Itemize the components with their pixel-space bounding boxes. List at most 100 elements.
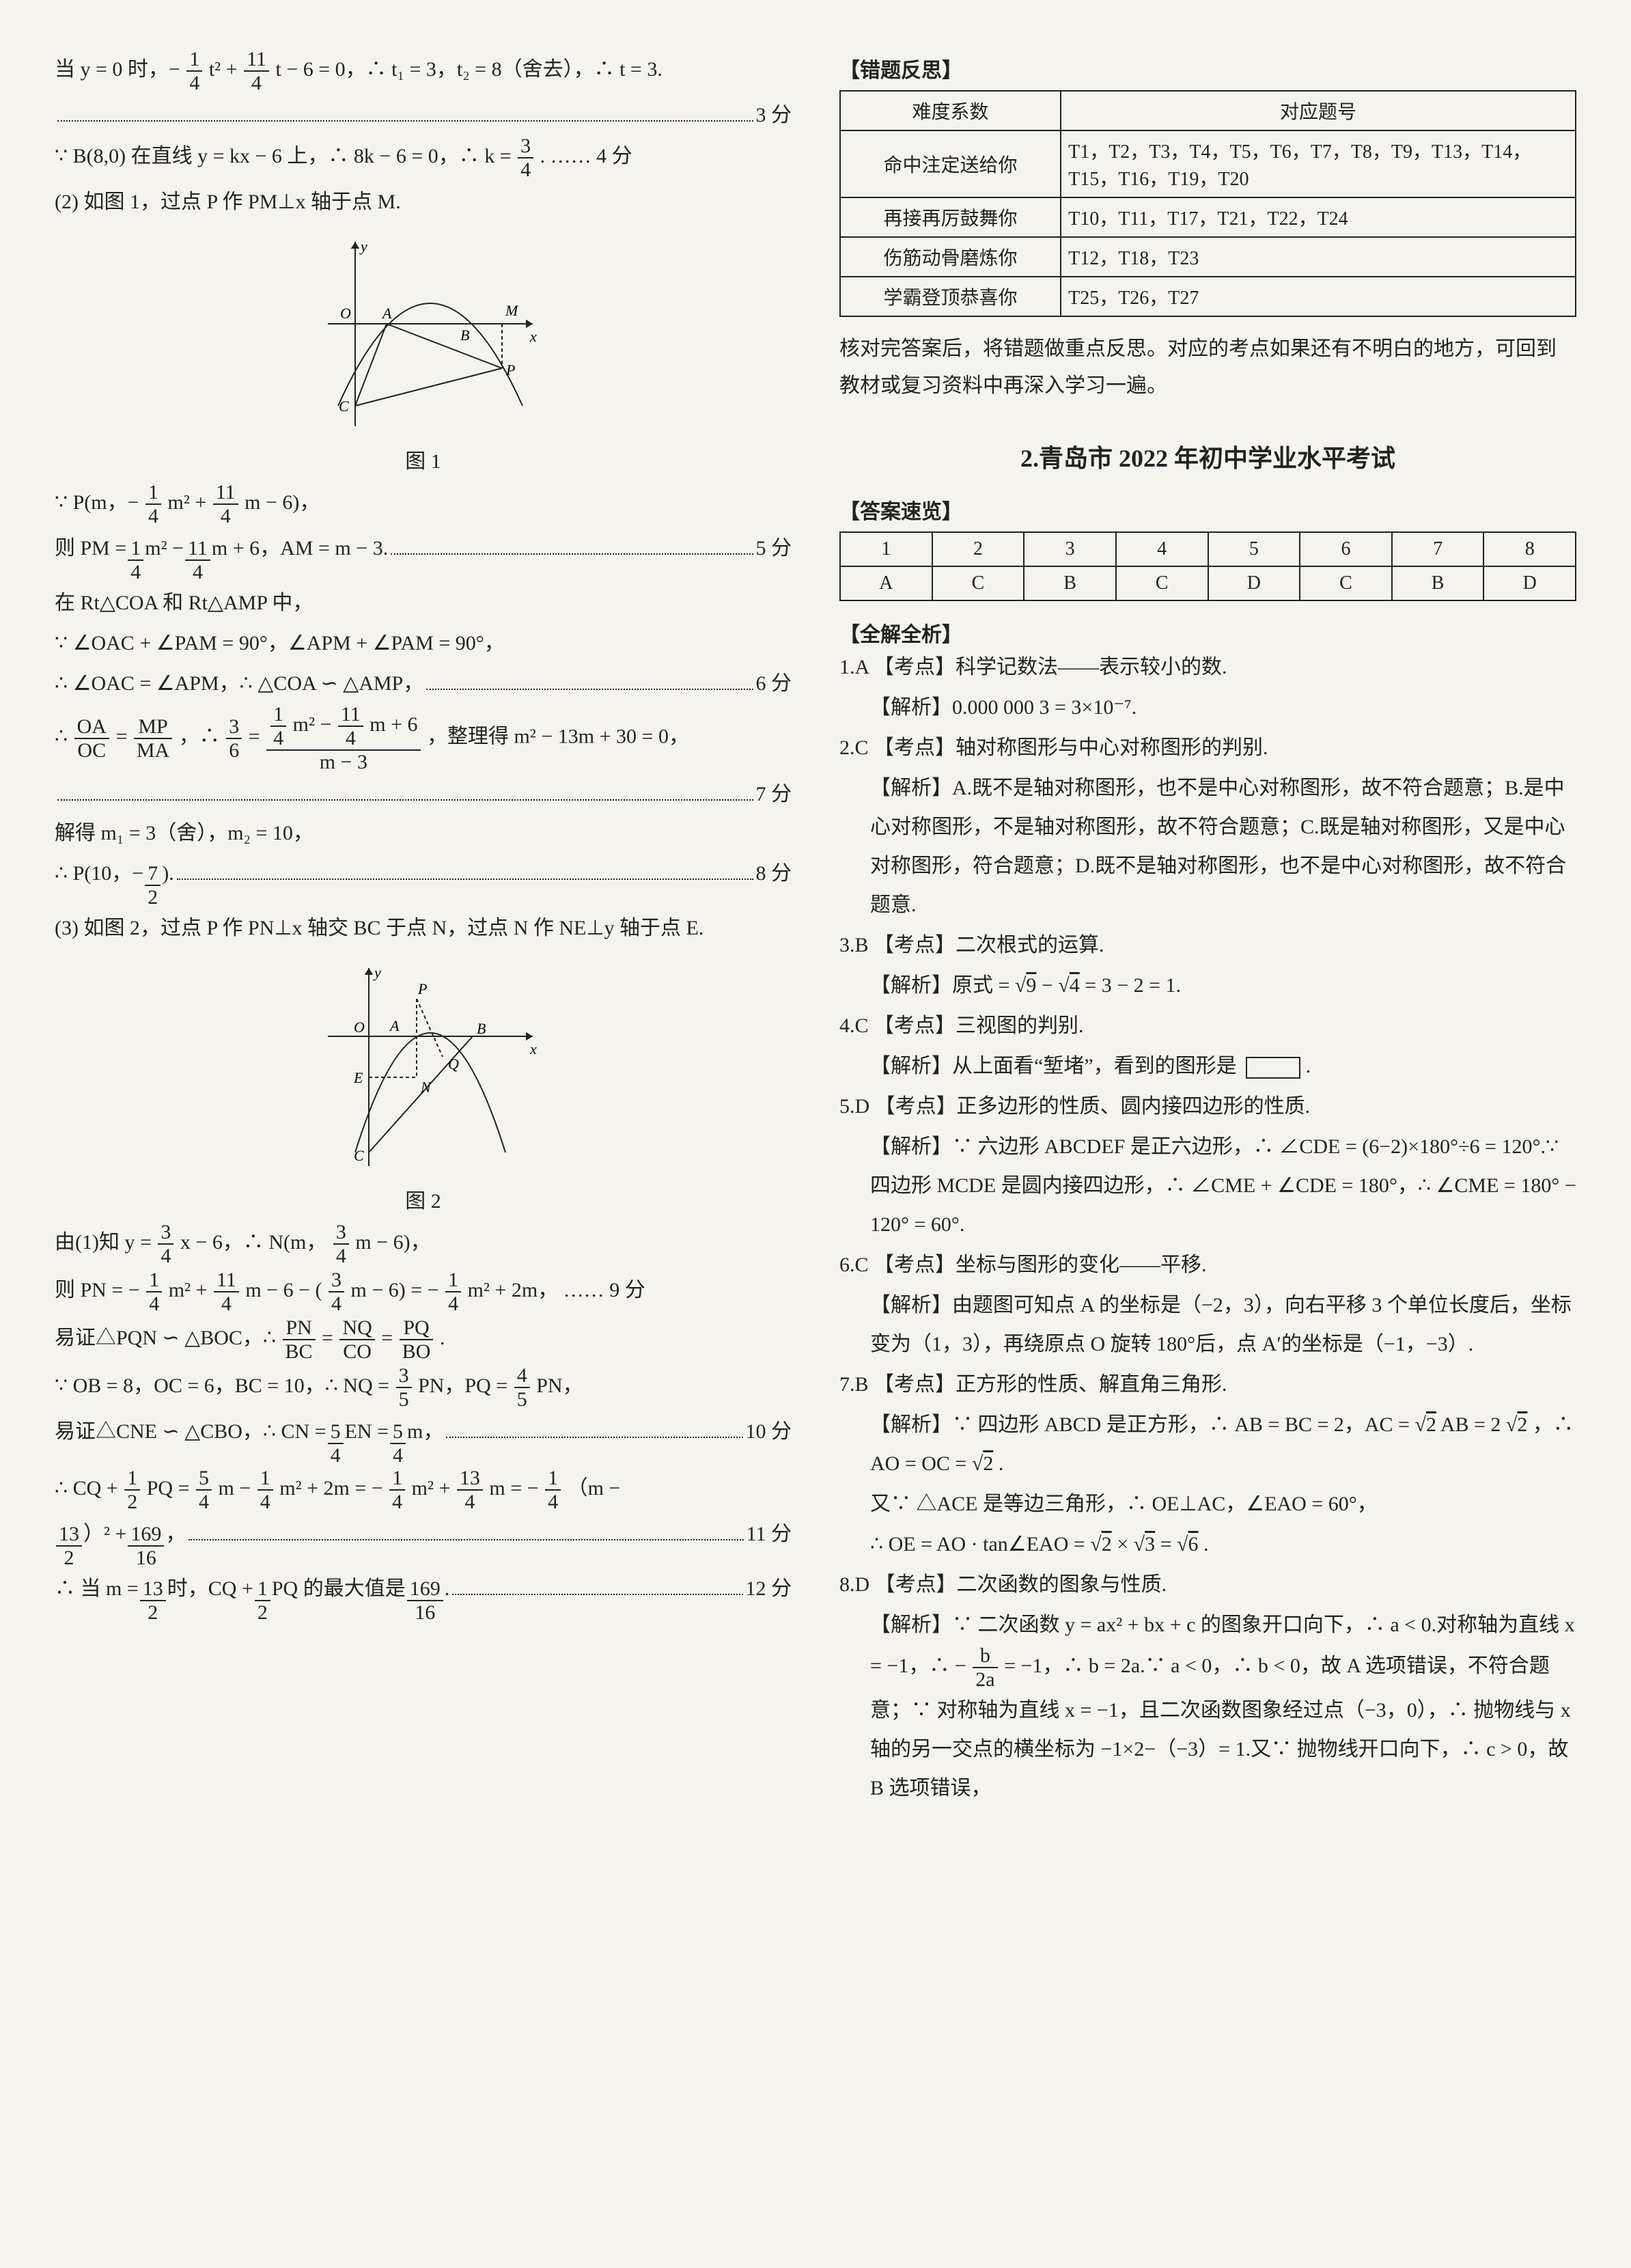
text: m² − bbox=[145, 529, 184, 568]
fraction: 16916 bbox=[126, 1523, 165, 1569]
text: ∵ P(m，− bbox=[55, 491, 144, 514]
solution-line: 【解析】∵ 四边形 ABCD 是正方形，∴ AB = BC = 2，AC = √… bbox=[839, 1405, 1576, 1483]
fraction: 16916 bbox=[406, 1577, 445, 1624]
text: ）² + bbox=[83, 1515, 126, 1553]
svg-text:C: C bbox=[354, 1147, 364, 1164]
solution-line: 8.D 【考点】二次函数的图象与性质. bbox=[839, 1565, 1576, 1604]
fraction: 54 bbox=[195, 1467, 213, 1513]
solution-line: 【解析】0.000 000 3 = 3×10⁻⁷. bbox=[839, 688, 1576, 727]
text-line: ∵ B(8,0) 在直线 y = kx − 6 上，∴ 8k − 6 = 0，∴… bbox=[55, 135, 792, 181]
solution-line: 5.D 【考点】正多边形的性质、圆内接四边形的性质. bbox=[839, 1087, 1576, 1126]
fraction: 114 bbox=[212, 1269, 240, 1315]
text: m + 6，AM = m − 3. bbox=[212, 529, 388, 568]
table-cell: 2 bbox=[932, 532, 1024, 566]
text: . bbox=[440, 1327, 445, 1349]
figure-caption: 图 1 bbox=[55, 444, 792, 474]
text-line: 易证△CNE ∽ △CBO，∴ CN = 54 EN = 54 m， 10 分 bbox=[55, 1412, 792, 1467]
left-column: 当 y = 0 时，− 14 t² + 114 t − 6 = 0，∴ t₁ =… bbox=[55, 48, 792, 1809]
note-text: 核对完答案后，将错题做重点反思。对应的考点如果还有不明白的地方，可回到教材或复习… bbox=[839, 331, 1576, 404]
fraction: 14 bbox=[444, 1269, 462, 1315]
fraction: NQCO bbox=[338, 1316, 376, 1363]
table-cell: C bbox=[1300, 566, 1392, 600]
fraction: 114 bbox=[212, 481, 240, 527]
section-heading: 【错题反思】 bbox=[839, 53, 1576, 83]
text-line: (2) 如图 1，过点 P 作 PM⊥x 轴于点 M. bbox=[55, 182, 792, 221]
table-row: 命中注定送给你 T1，T2，T3，T4，T5，T6，T7，T8，T9，T13，T… bbox=[840, 130, 1576, 197]
text: ，∴ bbox=[179, 725, 225, 747]
text-line: 在 Rt△COA 和 Rt△AMP 中， bbox=[55, 583, 792, 622]
svg-text:B: B bbox=[477, 1020, 486, 1037]
fraction: 132 bbox=[139, 1577, 167, 1624]
difficulty-table: 难度系数 对应题号 命中注定送给你 T1，T2，T3，T4，T5，T6，T7，T… bbox=[839, 90, 1576, 317]
fraction: OAOC bbox=[73, 715, 111, 762]
table-cell: 再接再厉鼓舞你 bbox=[840, 197, 1061, 237]
svg-text:P: P bbox=[505, 361, 515, 378]
svg-text:N: N bbox=[420, 1079, 432, 1096]
fraction: 12 bbox=[123, 1467, 141, 1513]
fraction: 14 bbox=[256, 1467, 275, 1513]
sqrt: 2 bbox=[983, 1452, 993, 1475]
text-line: ∴ ∠OAC = ∠APM，∴ △COA ∽ △AMP， 6 分 bbox=[55, 664, 792, 703]
text: . …… bbox=[540, 145, 591, 167]
text: ∵ OB = 8，OC = 6，BC = 10，∴ NQ = bbox=[55, 1374, 395, 1397]
text: 由(1)知 y = bbox=[55, 1231, 156, 1254]
text: 【解析】原式 = bbox=[870, 974, 1015, 997]
text: ∴ CQ + bbox=[55, 1477, 123, 1499]
text-line: ∵ OB = 8，OC = 6，BC = 10，∴ NQ = 35 PN，PQ … bbox=[55, 1364, 792, 1411]
table-cell: B bbox=[1024, 566, 1116, 600]
solution-line: 3.B 【考点】二次根式的运算. bbox=[839, 926, 1576, 965]
text: m − bbox=[218, 1477, 255, 1499]
table-header: 难度系数 bbox=[840, 91, 1061, 130]
table-cell: T25，T26，T27 bbox=[1061, 277, 1576, 316]
fraction: 54 bbox=[389, 1420, 407, 1467]
text: . bbox=[999, 1452, 1004, 1475]
text: 易证△CNE ∽ △CBO，∴ CN = bbox=[55, 1412, 326, 1451]
text: PN，PQ = bbox=[418, 1374, 513, 1397]
text: m² + bbox=[168, 491, 212, 514]
fraction: 14 bbox=[145, 1269, 163, 1315]
fraction: 114 bbox=[242, 48, 270, 94]
svg-text:P: P bbox=[417, 980, 427, 997]
text: 当 y = 0 时，− bbox=[55, 58, 185, 81]
text: = 3 − 2 = 1. bbox=[1085, 974, 1181, 997]
table-cell: 伤筋动骨磨炼你 bbox=[840, 237, 1061, 277]
table-cell: 5 bbox=[1208, 532, 1300, 566]
text: . bbox=[445, 1569, 450, 1608]
text: = bbox=[115, 725, 132, 747]
table-cell: 6 bbox=[1300, 532, 1392, 566]
blank-rectangle-icon bbox=[1246, 1057, 1300, 1079]
text: = bbox=[1160, 1533, 1177, 1555]
svg-text:y: y bbox=[359, 238, 367, 255]
fraction: 36 bbox=[225, 715, 243, 762]
svg-text:A: A bbox=[381, 305, 392, 322]
svg-text:O: O bbox=[354, 1019, 365, 1036]
text: （m − bbox=[568, 1477, 621, 1499]
solution-line: 4.C 【考点】三视图的判别. bbox=[839, 1006, 1576, 1045]
table-cell: 命中注定送给你 bbox=[840, 130, 1061, 197]
fraction: MPMA bbox=[133, 715, 173, 762]
text: m − 6) = − bbox=[351, 1279, 445, 1301]
text: 则 PN = − bbox=[55, 1279, 145, 1301]
fraction: 54 bbox=[326, 1420, 345, 1467]
points-label: 8 分 bbox=[756, 854, 792, 893]
text: PN， bbox=[536, 1374, 583, 1397]
table-cell: T1，T2，T3，T4，T5，T6，T7，T8，T9，T13，T14，T15，T… bbox=[1061, 130, 1576, 197]
page: 当 y = 0 时，− 14 t² + 114 t − 6 = 0，∴ t₁ =… bbox=[55, 48, 1576, 1809]
solution-line: 【解析】由题图可知点 A 的坐标是（−2，3），向右平移 3 个单位长度后，坐标… bbox=[839, 1286, 1576, 1364]
text: PQ = bbox=[147, 1477, 195, 1499]
fraction: 14 m² − 114 m + 6 m − 3 bbox=[265, 703, 421, 773]
text: ∴ P(10，− bbox=[55, 854, 143, 893]
solution-line: 【解析】原式 = √9 − √4 = 3 − 2 = 1. bbox=[839, 966, 1576, 1005]
text: t² + bbox=[209, 58, 242, 81]
section-heading: 【全解全析】 bbox=[839, 618, 1576, 648]
text-line: 易证△PQN ∽ △BOC，∴ PNBC = NQCO = PQBO . bbox=[55, 1316, 792, 1363]
text: 则 PM = bbox=[55, 529, 126, 568]
text: m − 6)， bbox=[355, 1231, 430, 1254]
sqrt: 2 bbox=[1102, 1533, 1112, 1555]
points-label: 12 分 bbox=[746, 1569, 792, 1608]
svg-text:y: y bbox=[373, 964, 381, 981]
svg-text:O: O bbox=[340, 305, 351, 322]
svg-text:B: B bbox=[460, 327, 469, 344]
text: m² + 2m， …… bbox=[468, 1279, 604, 1301]
fraction: 134 bbox=[456, 1467, 484, 1513]
